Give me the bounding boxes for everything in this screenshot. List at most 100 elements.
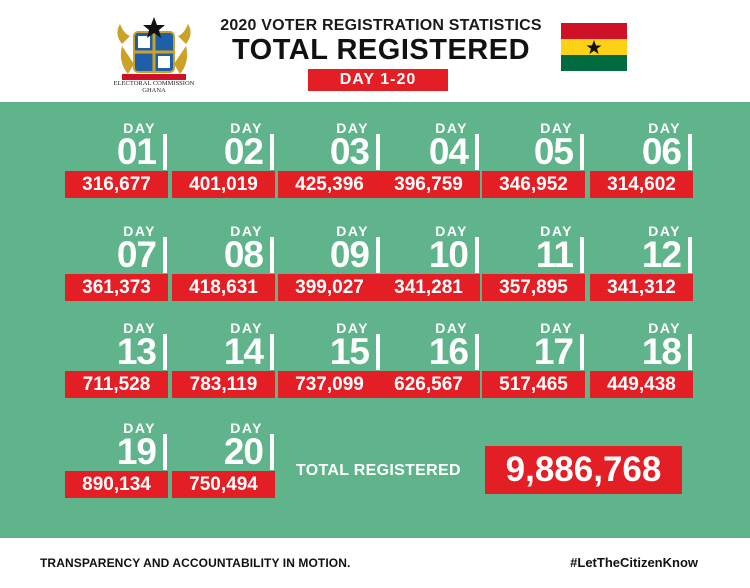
day-label: DAY <box>123 120 156 136</box>
divider-bar <box>163 134 167 170</box>
day-card: DAY 15 737,099 <box>278 320 381 418</box>
day-label: DAY <box>123 320 156 336</box>
day-label: DAY <box>648 320 681 336</box>
day-card: DAY 04 396,759 <box>377 120 480 218</box>
footer-tagline: TRANSPARENCY AND ACCOUNTABILITY IN MOTIO… <box>40 556 351 570</box>
registered-count: 399,027 <box>278 274 381 301</box>
divider-bar <box>475 134 479 170</box>
day-label: DAY <box>435 320 468 336</box>
registered-count: 341,312 <box>590 274 693 301</box>
registered-count: 341,281 <box>377 274 480 301</box>
divider-bar <box>270 334 274 370</box>
date-range-badge: DAY 1-20 <box>308 69 448 91</box>
divider-bar <box>163 434 167 470</box>
day-number: 12 <box>641 234 682 275</box>
divider-bar <box>580 134 584 170</box>
day-number: 05 <box>533 131 574 172</box>
header: ELECTORAL COMMISSION GHANA 2020 VOTER RE… <box>0 0 750 102</box>
day-label: DAY <box>123 223 156 239</box>
page-subtitle: 2020 VOTER REGISTRATION STATISTICS <box>220 17 542 34</box>
day-label: DAY <box>648 120 681 136</box>
registered-count: 316,677 <box>65 171 168 198</box>
divider-bar <box>688 134 692 170</box>
total-registered-value: 9,886,768 <box>485 446 682 494</box>
logo-caption-line1: ELECTORAL COMMISSION <box>113 80 195 87</box>
day-card: DAY 18 449,438 <box>590 320 693 418</box>
day-number: 02 <box>223 131 264 172</box>
day-number: 17 <box>533 331 574 372</box>
divider-bar <box>163 334 167 370</box>
day-number: 13 <box>116 331 157 372</box>
registered-count: 711,528 <box>65 371 168 398</box>
day-label: DAY <box>540 223 573 239</box>
registered-count: 449,438 <box>590 371 693 398</box>
day-label: DAY <box>540 320 573 336</box>
footer-hashtag: #LetTheCitizenKnow <box>570 555 698 570</box>
day-number: 06 <box>641 131 682 172</box>
day-label: DAY <box>123 420 156 436</box>
registered-count: 418,631 <box>172 274 275 301</box>
divider-bar <box>688 237 692 273</box>
day-card: DAY 13 711,528 <box>65 320 168 418</box>
divider-bar <box>376 334 380 370</box>
day-label: DAY <box>435 223 468 239</box>
day-label: DAY <box>230 320 263 336</box>
day-label: DAY <box>648 223 681 239</box>
ghana-flag-icon <box>561 23 627 71</box>
day-card: DAY 19 890,134 <box>65 420 168 518</box>
day-label: DAY <box>435 120 468 136</box>
registered-count: 737,099 <box>278 371 381 398</box>
day-card: DAY 10 341,281 <box>377 223 480 321</box>
total-registered-label: TOTAL REGISTERED <box>296 462 461 479</box>
day-label: DAY <box>336 120 369 136</box>
registered-count: 750,494 <box>172 471 275 498</box>
day-number: 04 <box>428 131 469 172</box>
logo-caption-line2: GHANA <box>142 87 166 94</box>
coat-of-arms-icon <box>117 17 191 80</box>
day-label: DAY <box>540 120 573 136</box>
day-label: DAY <box>230 120 263 136</box>
day-number: 14 <box>223 331 264 372</box>
registered-count: 425,396 <box>278 171 381 198</box>
registered-count: 626,567 <box>377 371 480 398</box>
day-label: DAY <box>336 320 369 336</box>
registered-count: 396,759 <box>377 171 480 198</box>
logo-caption: ELECTORAL COMMISSION GHANA <box>100 80 208 94</box>
registered-count: 357,895 <box>482 274 585 301</box>
divider-bar <box>475 237 479 273</box>
divider-bar <box>580 334 584 370</box>
day-card: DAY 11 357,895 <box>482 223 585 321</box>
day-label: DAY <box>230 420 263 436</box>
day-number: 01 <box>116 131 157 172</box>
registered-count: 361,373 <box>65 274 168 301</box>
divider-bar <box>376 134 380 170</box>
day-number: 18 <box>641 331 682 372</box>
day-card: DAY 05 346,952 <box>482 120 585 218</box>
divider-bar <box>376 237 380 273</box>
page-title: TOTAL REGISTERED <box>231 34 531 66</box>
day-number: 07 <box>116 234 157 275</box>
registered-count: 314,602 <box>590 171 693 198</box>
day-card: DAY 17 517,465 <box>482 320 585 418</box>
day-number: 11 <box>535 234 574 275</box>
registered-count: 783,119 <box>172 371 275 398</box>
day-card: DAY 02 401,019 <box>172 120 275 218</box>
day-number: 09 <box>329 234 370 275</box>
day-card: DAY 09 399,027 <box>278 223 381 321</box>
day-card: DAY 08 418,631 <box>172 223 275 321</box>
day-number: 20 <box>223 431 264 472</box>
day-card: DAY 12 341,312 <box>590 223 693 321</box>
day-card: DAY 03 425,396 <box>278 120 381 218</box>
divider-bar <box>163 237 167 273</box>
registered-count: 517,465 <box>482 371 585 398</box>
day-label: DAY <box>230 223 263 239</box>
day-card: DAY 01 316,677 <box>65 120 168 218</box>
day-card: DAY 20 750,494 <box>172 420 275 518</box>
day-number: 08 <box>223 234 264 275</box>
divider-bar <box>475 334 479 370</box>
day-number: 16 <box>428 331 469 372</box>
day-number: 19 <box>116 431 157 472</box>
divider-bar <box>580 237 584 273</box>
divider-bar <box>270 134 274 170</box>
footer: TRANSPARENCY AND ACCOUNTABILITY IN MOTIO… <box>0 538 750 588</box>
